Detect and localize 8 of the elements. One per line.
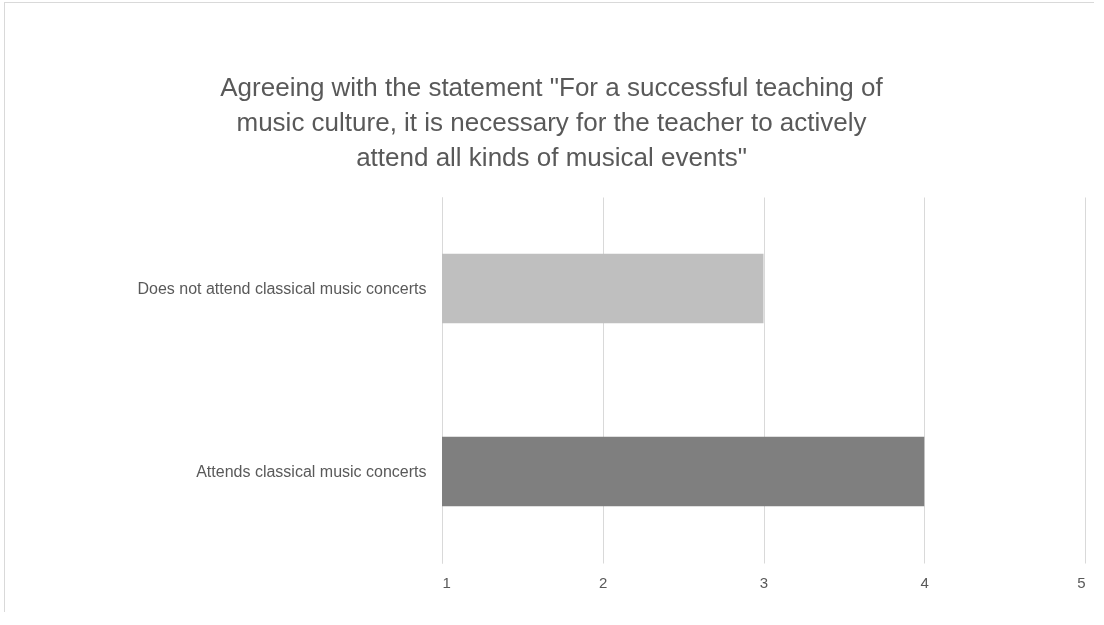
x-tick-label: 3 bbox=[759, 573, 769, 591]
y-tick-label: Attends classical music concerts bbox=[196, 462, 427, 480]
y-tick-label: Does not attend classical music concerts bbox=[137, 279, 427, 297]
x-tick-label: 2 bbox=[599, 573, 608, 591]
x-tick-label: 4 bbox=[920, 573, 929, 591]
x-tick-label: 5 bbox=[1077, 573, 1086, 591]
x-tick-label: 1 bbox=[442, 573, 451, 591]
chart-title: Agreeing with the statement "For a successful teaching of music culture, it is necessary for the teacher to actively attend all kinds of musical events" bbox=[220, 72, 884, 172]
